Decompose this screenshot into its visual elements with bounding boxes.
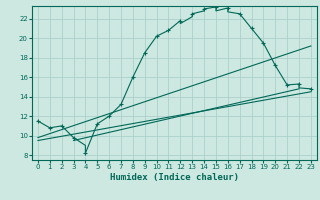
X-axis label: Humidex (Indice chaleur): Humidex (Indice chaleur) — [110, 173, 239, 182]
